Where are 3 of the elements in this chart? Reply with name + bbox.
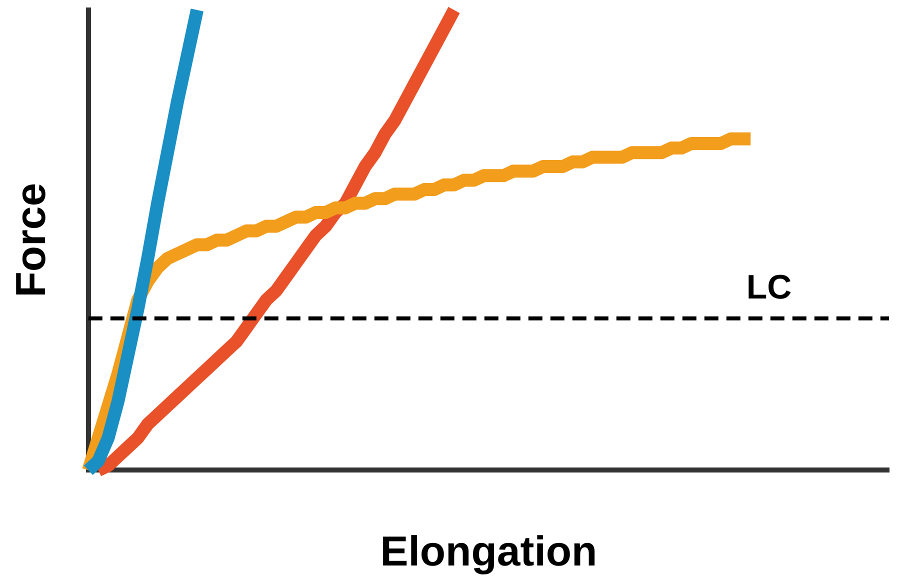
y-axis-title: Force [6, 182, 54, 298]
x-axis-title: Elongation [380, 527, 598, 574]
ref-line-label: LC [746, 268, 792, 307]
